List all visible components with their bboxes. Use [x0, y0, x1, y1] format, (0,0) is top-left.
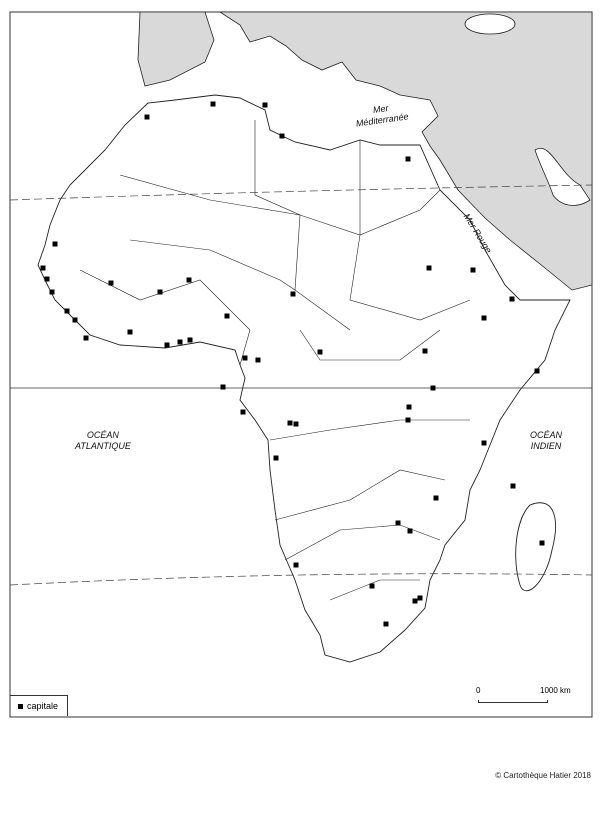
europe-asia: [218, 11, 593, 291]
other-landmasses: [137, 11, 593, 291]
africa-continent: [37, 94, 571, 663]
capital-marker: [509, 296, 515, 302]
capital-marker: [317, 349, 323, 355]
capital-marker: [83, 335, 89, 341]
capital-marker: [144, 114, 150, 120]
persian-gulf: [534, 147, 591, 206]
legend-label: capitale: [27, 701, 59, 711]
capital-marker: [405, 417, 411, 423]
capital-marker: [187, 337, 193, 343]
madagascar: [515, 502, 556, 592]
capital-marker: [164, 342, 170, 348]
capital-marker: [64, 308, 70, 314]
label-line: OCÉAN: [86, 430, 119, 440]
capital-marker: [539, 540, 545, 546]
capital-marker: [417, 595, 423, 601]
capital-marker: [534, 368, 540, 374]
capital-marker: [412, 598, 418, 604]
scale-start: 0: [476, 686, 481, 695]
capital-marker: [210, 101, 216, 107]
indian-ocean-label: OCÉAN INDIEN: [530, 430, 562, 452]
black-sea: [464, 13, 516, 35]
capital-marker: [470, 267, 476, 273]
capital-marker: [290, 291, 296, 297]
capital-marker: [40, 265, 46, 271]
capital-marker: [240, 409, 246, 415]
capital-marker: [157, 289, 163, 295]
capital-marker: [273, 455, 279, 461]
legend: capitale: [10, 695, 68, 716]
capital-marker: [44, 276, 50, 282]
capital-marker: [177, 339, 183, 345]
capital-marker: [369, 583, 375, 589]
capital-marker: [422, 348, 428, 354]
label-line: OCÉAN: [530, 430, 563, 440]
capital-marker: [186, 277, 192, 283]
capital-marker: [430, 385, 436, 391]
label-line: ATLANTIQUE: [75, 441, 131, 451]
capital-marker: [406, 404, 412, 410]
tropic-of-capricorn: [9, 573, 593, 586]
capital-marker: [262, 102, 268, 108]
capital-square-icon: [18, 703, 23, 709]
capital-marker: [481, 315, 487, 321]
capital-marker: [405, 156, 411, 162]
capital-marker: [52, 241, 58, 247]
capital-marker: [72, 317, 78, 323]
capital-marker: [220, 384, 226, 390]
capital-marker: [293, 562, 299, 568]
capital-marker: [395, 520, 401, 526]
capital-marker: [293, 421, 299, 427]
capital-marker: [481, 440, 487, 446]
scale-line: [478, 700, 548, 703]
scale-end: 1000 km: [540, 686, 571, 695]
capital-marker: [255, 357, 261, 363]
capital-marker: [407, 528, 413, 534]
capital-marker: [287, 420, 293, 426]
copyright: © Cartothèque Hatier 2018: [495, 771, 591, 780]
capital-marker: [127, 329, 133, 335]
atlantic-ocean-label: OCÉAN ATLANTIQUE: [75, 430, 131, 452]
capital-marker: [510, 483, 516, 489]
borders: [79, 120, 471, 601]
capitals: [40, 101, 545, 627]
capital-marker: [426, 265, 432, 271]
tropic-of-cancer: [9, 184, 593, 201]
iberia: [137, 11, 215, 87]
capital-marker: [108, 280, 114, 286]
capital-marker: [49, 289, 55, 295]
capital-marker: [383, 621, 389, 627]
capital-marker: [224, 313, 230, 319]
label-line: INDIEN: [530, 441, 562, 451]
capital-marker: [242, 355, 248, 361]
capital-marker: [433, 495, 439, 501]
capital-marker: [279, 133, 285, 139]
